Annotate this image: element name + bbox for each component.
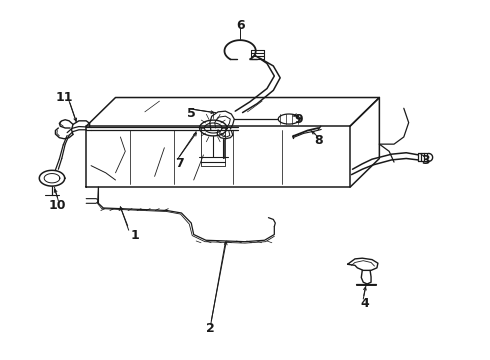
Text: 1: 1 xyxy=(131,229,140,242)
Text: 4: 4 xyxy=(360,297,369,310)
Text: 7: 7 xyxy=(174,157,183,170)
Text: 11: 11 xyxy=(55,91,73,104)
Text: 5: 5 xyxy=(187,107,196,120)
Text: 8: 8 xyxy=(314,134,322,147)
Text: 9: 9 xyxy=(294,113,303,126)
Text: 2: 2 xyxy=(206,322,215,335)
Text: 10: 10 xyxy=(48,199,66,212)
Text: 3: 3 xyxy=(421,154,430,167)
Text: 6: 6 xyxy=(236,19,245,32)
